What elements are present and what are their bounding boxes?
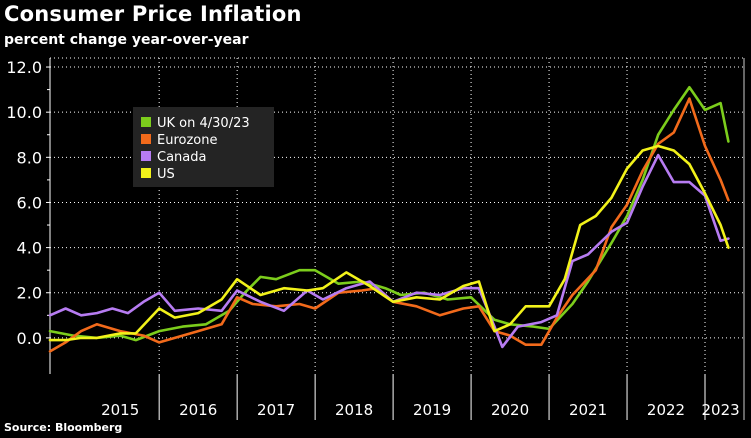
x-tick-label: 2017: [257, 401, 295, 419]
legend-swatch: [141, 134, 151, 144]
series-line-3: [48, 144, 730, 342]
x-tick-label: 2019: [413, 401, 451, 419]
x-tick-label: 2021: [569, 401, 607, 419]
legend-label: Eurozone: [157, 133, 217, 148]
legend-box: [133, 107, 274, 187]
legend-swatch: [141, 151, 151, 161]
x-tick-label: 2023: [702, 401, 740, 419]
legend-label: US: [157, 167, 175, 182]
legend-label: Canada: [157, 150, 206, 165]
x-tick-label: 2020: [491, 401, 529, 419]
x-tick-label: 2018: [335, 401, 373, 419]
y-tick-label: 8.0: [17, 148, 42, 167]
source-note: Source: Bloomberg: [4, 421, 123, 434]
series-line-1: [48, 97, 730, 353]
y-tick-label: 12.0: [6, 58, 42, 77]
chart-title: Consumer Price Inflation: [4, 2, 302, 26]
series-line-2: [48, 153, 730, 349]
x-tick-label: 2022: [647, 401, 685, 419]
legend-swatch: [141, 117, 151, 127]
y-tick-label: 6.0: [17, 193, 42, 212]
x-tick-label: 2016: [179, 401, 217, 419]
y-tick-label: 4.0: [17, 239, 42, 258]
legend-label: UK on 4/30/23: [157, 116, 250, 131]
legend-swatch: [141, 168, 151, 178]
y-tick-label: 2.0: [17, 284, 42, 303]
y-tick-label: 10.0: [6, 103, 42, 122]
y-tick-label: 0.0: [17, 329, 42, 348]
x-tick-label: 2015: [101, 401, 139, 419]
chart-subtitle: percent change year-over-year: [4, 32, 249, 48]
